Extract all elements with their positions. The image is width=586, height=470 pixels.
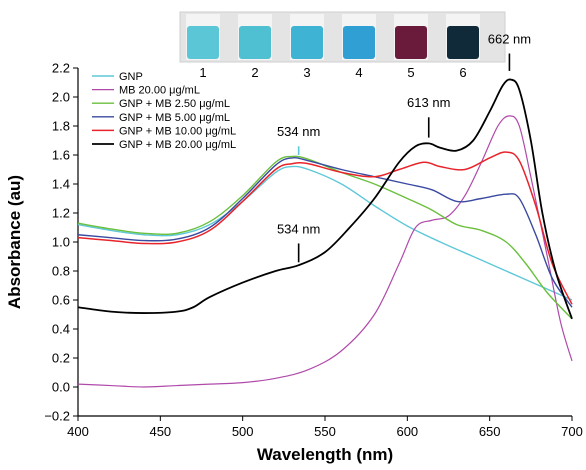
x-tick-label: 700 [561, 424, 583, 439]
legend-entry: GNP + MB 2.50 μg/mL [119, 98, 230, 110]
y-tick-label: 1.4 [52, 177, 70, 192]
x-tick-label: 500 [232, 424, 254, 439]
y-axis-title: Absorbance (au) [5, 175, 24, 309]
vial-solution [343, 26, 375, 59]
series-lines [77, 78, 573, 388]
y-axis-ticks: −0.2 0.0 0.2 0.4 0.6 0.8 1.0 1.2 1.4 1.6 1.8 2.0 2.2 [44, 61, 78, 424]
x-tick-label: 600 [396, 424, 418, 439]
y-tick-label: 2.2 [52, 61, 70, 76]
legend-entry: GNP + MB 5.00 μg/mL [119, 112, 230, 124]
y-tick-label: 0.6 [52, 293, 70, 308]
peak-annotations: 534 nm 534 nm 613 nm 662 nm [277, 31, 531, 263]
y-tick-label: 0.0 [52, 380, 70, 395]
y-tick-label: 1.6 [52, 148, 70, 163]
y-tick-label: 1.2 [52, 206, 70, 221]
vial-group: 1 2 3 4 5 6 [186, 14, 480, 80]
y-tick-label: 0.2 [52, 351, 70, 366]
legend-entry: GNP [119, 71, 143, 83]
annotation-label: 534 nm [277, 221, 320, 236]
y-tick-label: 1.8 [52, 119, 70, 134]
series-line-2 [77, 115, 573, 388]
series-line-3 [77, 155, 573, 320]
vial-number: 3 [303, 65, 310, 80]
vial-number: 5 [407, 65, 414, 80]
annotation-label: 662 nm [488, 31, 531, 46]
y-tick-label: 2.0 [52, 90, 70, 105]
vial-number: 1 [199, 65, 206, 80]
vial-solution [395, 26, 427, 59]
series-line-6 [77, 78, 573, 320]
vial-number: 2 [251, 65, 258, 80]
vial-solution [447, 26, 479, 59]
y-tick-label: 0.4 [52, 322, 70, 337]
vial-solution [239, 26, 271, 59]
annotation-label: 534 nm [277, 124, 320, 139]
x-tick-label: 550 [314, 424, 336, 439]
series-line-4 [77, 157, 573, 308]
x-tick-label: 650 [479, 424, 501, 439]
vial-solution [291, 26, 323, 59]
legend-entry: GNP + MB 10.00 μg/mL [119, 125, 236, 137]
legend-entry: GNP + MB 20.00 μg/mL [119, 139, 236, 151]
legend-entry: MB 20.00 μg/mL [119, 85, 200, 97]
y-tick-label: 1.0 [52, 235, 70, 250]
vial-photo: 1 2 3 4 5 6 [179, 11, 506, 80]
annotation-label: 613 nm [407, 95, 450, 110]
series-line-5 [77, 151, 573, 305]
vial-number: 6 [459, 65, 466, 80]
vial-number: 4 [355, 65, 362, 80]
y-tick-label: −0.2 [44, 409, 70, 424]
x-tick-label: 400 [67, 424, 89, 439]
y-tick-label: 0.8 [52, 264, 70, 279]
x-axis-ticks: 400 450 500 550 600 650 700 [67, 416, 583, 439]
series-line-1 [77, 165, 573, 301]
x-tick-label: 450 [149, 424, 171, 439]
vial-solution [187, 26, 219, 59]
x-axis-title: Wavelength (nm) [257, 445, 393, 464]
